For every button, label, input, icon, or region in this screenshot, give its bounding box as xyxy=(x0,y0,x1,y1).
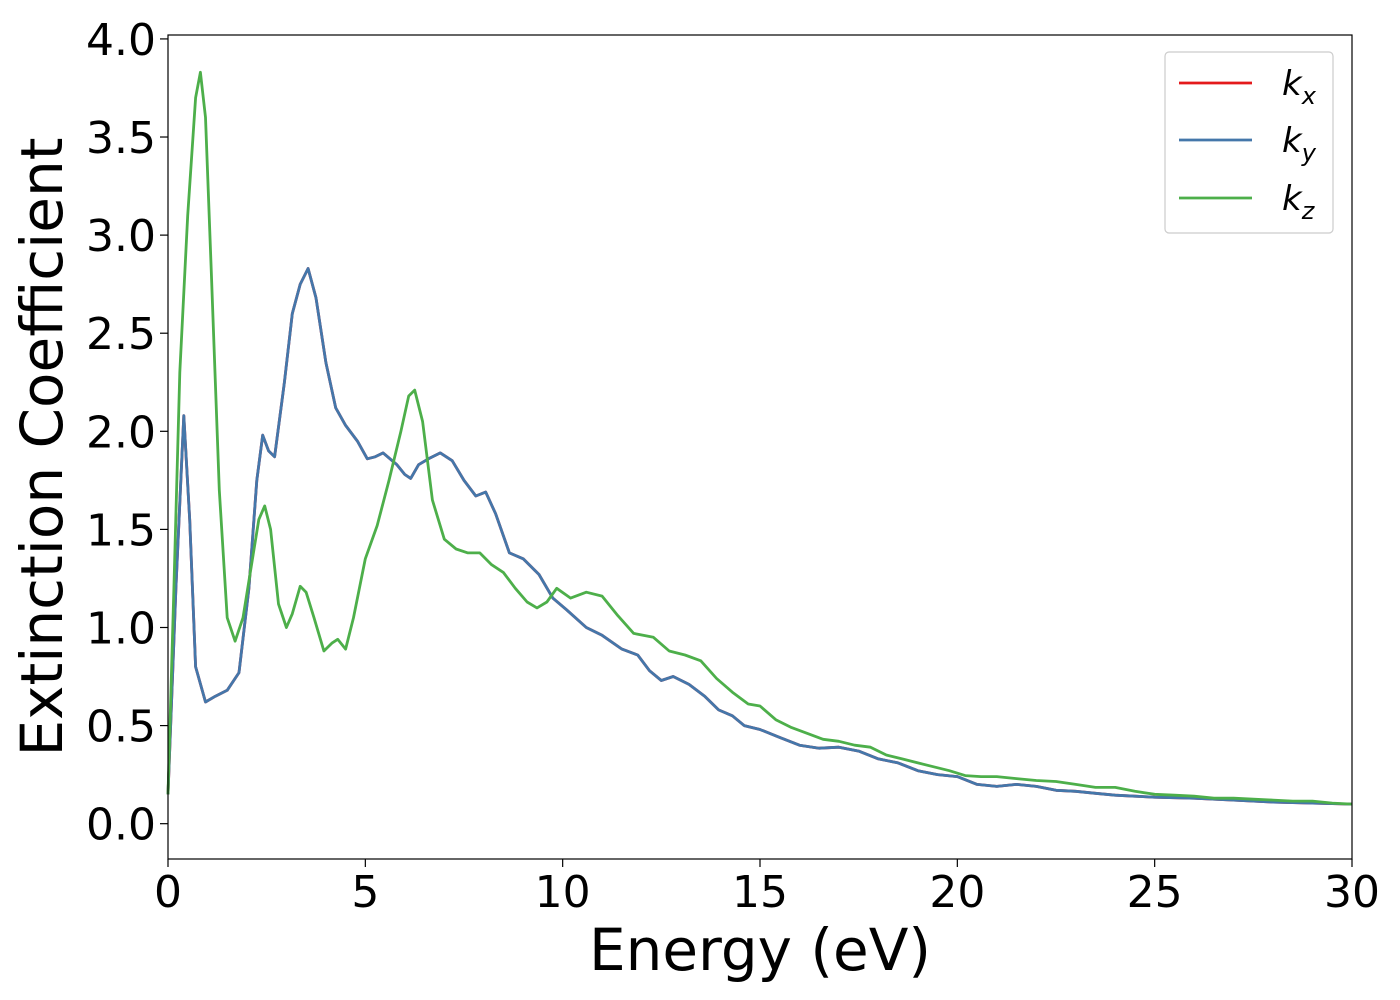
series-line-kz xyxy=(166,70,1353,806)
y-tick-label: 1.0 xyxy=(86,603,156,654)
x-tick-label: 15 xyxy=(732,867,788,918)
legend-label-kz: kz xyxy=(1282,179,1316,225)
series-layer xyxy=(166,70,1353,806)
legend-entries: kx ky kz xyxy=(1179,64,1317,225)
y-tick-label: 4.0 xyxy=(86,15,156,66)
x-tick-label: 5 xyxy=(351,867,379,918)
x-axis-label: Energy (eV) xyxy=(589,916,931,984)
legend-label-ky: ky xyxy=(1282,121,1317,167)
x-tick-label: 25 xyxy=(1127,867,1183,918)
y-tick-label: 2.5 xyxy=(86,309,156,360)
y-tick-label: 0.5 xyxy=(86,702,156,753)
y-axis-ticks: 0.0 0.5 1.0 1.5 2.0 2.5 3.0 3.5 4.0 xyxy=(86,15,168,851)
y-axis-label: Extinction Coefficient xyxy=(8,138,76,757)
x-axis-ticks: 0 5 10 15 20 25 30 xyxy=(154,859,1380,918)
x-tick-label: 30 xyxy=(1324,867,1380,918)
x-tick-label: 10 xyxy=(535,867,591,918)
legend: kx ky kz xyxy=(1164,51,1334,234)
series-line-kx xyxy=(166,267,1353,806)
x-tick-label: 20 xyxy=(929,867,985,918)
y-tick-label: 3.0 xyxy=(86,211,156,262)
legend-label-kx: kx xyxy=(1282,64,1317,110)
y-tick-label: 3.5 xyxy=(86,113,156,164)
legend-box xyxy=(1164,51,1334,234)
y-tick-label: 2.0 xyxy=(86,407,156,458)
series-line-ky xyxy=(166,267,1353,806)
y-tick-label: 1.5 xyxy=(86,505,156,556)
y-tick-label: 0.0 xyxy=(86,800,156,851)
x-tick-label: 0 xyxy=(154,867,182,918)
